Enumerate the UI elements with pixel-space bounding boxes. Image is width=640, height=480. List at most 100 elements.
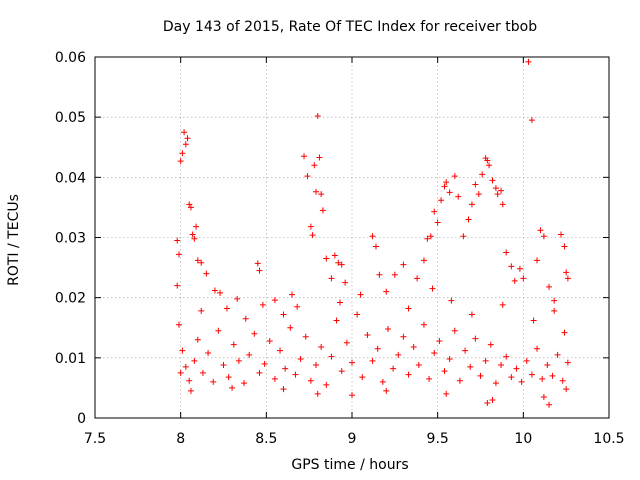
data-point: [343, 339, 350, 346]
data-point: [179, 347, 186, 354]
data-point: [205, 350, 212, 357]
data-point: [544, 362, 551, 369]
x-tick-label: 10: [514, 431, 532, 447]
data-point: [420, 321, 427, 328]
data-point: [420, 257, 427, 264]
data-point: [443, 390, 450, 397]
data-point: [175, 251, 182, 258]
data-point: [426, 375, 433, 382]
x-axis-label: GPS time / hours: [291, 457, 408, 473]
data-point: [357, 291, 364, 298]
data-point: [225, 374, 232, 381]
data-point: [525, 58, 532, 65]
data-point: [292, 371, 299, 378]
y-tick-label: 0.06: [55, 50, 86, 66]
data-point: [460, 233, 467, 240]
data-point: [313, 362, 320, 369]
data-point: [297, 356, 304, 363]
data-point: [282, 365, 289, 372]
data-point: [528, 117, 535, 124]
x-tick-labels: 7.5 8 8.5 9 9.5 10 10.5: [84, 431, 625, 447]
data-point: [198, 307, 205, 314]
data-point: [508, 374, 515, 381]
data-point: [395, 351, 402, 358]
data-point: [558, 231, 565, 238]
data-point: [181, 129, 188, 136]
data-point: [349, 359, 355, 366]
data-point: [199, 369, 206, 376]
data-point: [194, 257, 201, 264]
data-point: [335, 259, 342, 266]
data-point: [182, 363, 189, 370]
data-point: [174, 237, 181, 244]
data-point: [220, 362, 227, 369]
data-point: [256, 267, 263, 274]
data-point: [359, 374, 366, 381]
data-point: [277, 347, 284, 354]
data-point: [187, 387, 194, 394]
data-point: [405, 305, 412, 312]
data-point: [546, 283, 553, 290]
x-tick-label: 9.5: [427, 431, 449, 447]
data-point: [246, 351, 253, 358]
data-point: [479, 171, 486, 178]
y-tick-label: 0.01: [55, 351, 86, 367]
data-point: [508, 263, 515, 270]
data-point: [174, 282, 181, 289]
data-point: [323, 255, 330, 262]
data-point: [467, 363, 474, 370]
data-point: [369, 357, 376, 364]
data-point: [372, 243, 379, 250]
data-point: [516, 265, 523, 272]
data-point: [489, 396, 496, 403]
data-point: [194, 336, 201, 343]
data-point: [259, 301, 266, 308]
chart-title: Day 143 of 2015, Rate Of TEC Index for r…: [163, 19, 537, 35]
data-point: [229, 384, 236, 391]
data-point: [301, 153, 308, 160]
x-tick-label: 9: [348, 431, 357, 447]
data-point: [187, 204, 194, 211]
data-point: [499, 301, 506, 308]
data-point: [354, 311, 361, 318]
data-point: [319, 207, 326, 214]
data-point: [472, 335, 479, 342]
data-point: [540, 233, 547, 240]
data-point: [302, 333, 309, 340]
data-point: [446, 356, 453, 363]
data-point: [434, 219, 441, 226]
data-point: [561, 243, 568, 250]
data-point: [518, 378, 525, 385]
data-point: [203, 270, 210, 277]
data-point: [230, 341, 237, 348]
data-point: [184, 135, 191, 142]
data-point: [338, 261, 345, 268]
data-point: [441, 183, 448, 190]
data-point: [376, 271, 383, 278]
data-point: [374, 345, 381, 352]
data-point: [427, 233, 434, 240]
data-point: [186, 201, 193, 208]
data-point: [331, 252, 338, 259]
data-point: [384, 325, 391, 332]
data-point: [198, 259, 205, 266]
data-point: [210, 378, 217, 385]
data-point: [468, 201, 475, 208]
data-point: [241, 380, 248, 387]
data-point: [415, 362, 422, 369]
data-point: [234, 295, 241, 302]
data-point: [563, 269, 570, 276]
data-point: [177, 369, 184, 376]
y-tick-labels: 0 0.01 0.02 0.03 0.04 0.05 0.06: [55, 50, 86, 427]
data-point: [438, 197, 445, 204]
data-point: [266, 337, 273, 344]
data-point: [182, 141, 189, 148]
data-point: [223, 305, 230, 312]
data-point: [318, 344, 325, 351]
data-point: [349, 392, 355, 399]
data-point: [337, 299, 344, 306]
data-point: [175, 321, 182, 328]
data-point: [482, 357, 489, 364]
data-point: [328, 275, 335, 282]
y-tick-label: 0: [77, 411, 86, 427]
